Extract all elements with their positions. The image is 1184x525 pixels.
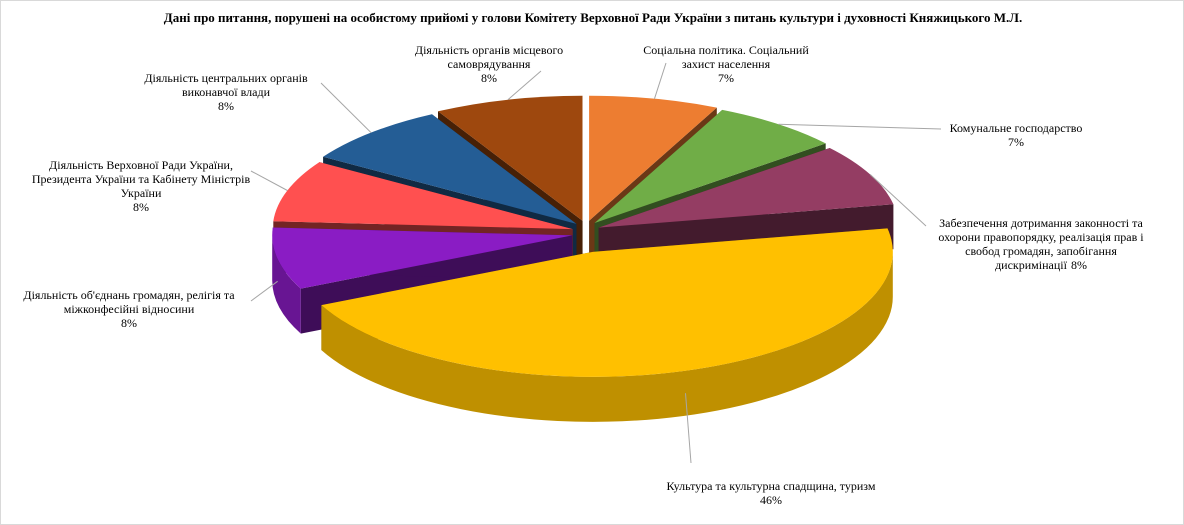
slice [438, 95, 583, 221]
value-label: 7% [1008, 135, 1024, 149]
category-label: Забезпечення дотримання законності та ох… [938, 216, 1144, 272]
chart-title: Дані про питання, порушені на особистому… [163, 10, 1023, 25]
slice-wall [272, 235, 301, 334]
category-label: Діяльність центральних органів виконавчо… [144, 71, 308, 99]
value-label: 8% [218, 99, 234, 113]
data-label: Діяльність об'єднань громадян, релігія т… [9, 288, 249, 330]
leader-line [778, 123, 942, 130]
leader-line [250, 280, 278, 302]
category-label: Діяльність об'єднань громадян, релігія т… [23, 288, 235, 316]
slice [321, 228, 893, 377]
slice [598, 148, 894, 228]
data-label: Комунальне господарство 7% [916, 121, 1116, 149]
data-label: Діяльність органів місцевого самоврядува… [399, 43, 579, 85]
data-label: Соціальна політика. Соціальний захист на… [626, 43, 826, 85]
category-label: Діяльність Верховної Ради України, Прези… [31, 158, 251, 200]
data-label: Культура та культурна спадщина, туризм 46… [656, 479, 886, 507]
value-label: 8% [133, 200, 149, 214]
leader-line [507, 70, 542, 101]
category-label: Діяльність органів місцевого самоврядува… [414, 43, 564, 71]
category-label: Соціальна політика. Соціальний захист на… [643, 43, 809, 71]
data-label: Забезпечення дотримання законності та ох… [926, 216, 1156, 272]
value-label: 8% [481, 71, 497, 85]
data-label: Діяльність Верховної Ради України, Прези… [21, 158, 261, 214]
value-label: 8% [121, 316, 137, 330]
leader-line [654, 62, 667, 99]
slice-wall [321, 251, 893, 422]
value-label: 8% [1070, 258, 1087, 272]
category-label: Комунальне господарство [949, 121, 1083, 135]
slice [589, 95, 717, 221]
leader-line [320, 82, 372, 134]
slice [272, 227, 573, 289]
slice [273, 162, 573, 230]
value-label: 46% [760, 493, 782, 507]
leader-line [869, 174, 927, 227]
leader-line [685, 393, 692, 464]
leader-line [250, 170, 288, 191]
slice [323, 114, 577, 224]
slice [594, 109, 826, 224]
value-label: 7% [718, 71, 734, 85]
data-label: Діяльність центральних органів виконавчо… [126, 71, 326, 113]
category-label: Культура та культурна спадщина, туризм [666, 479, 876, 493]
